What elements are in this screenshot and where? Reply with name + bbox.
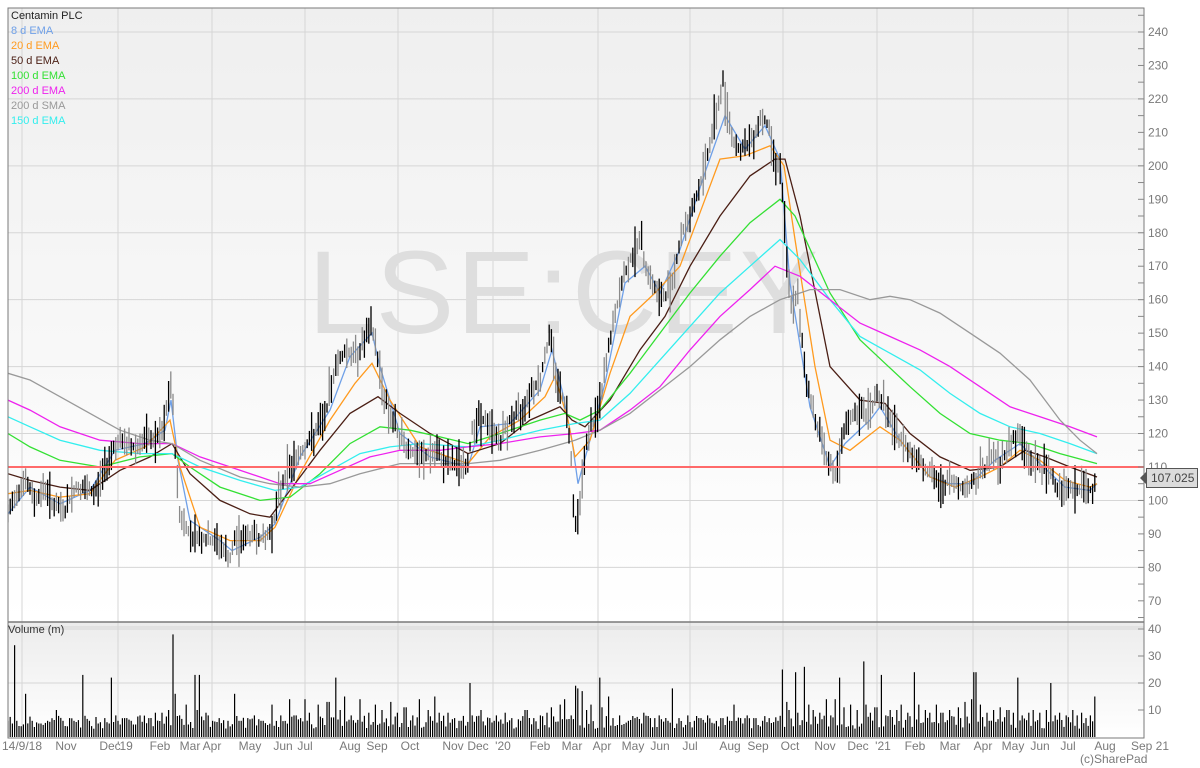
legend-title: Centamin PLC (11, 10, 83, 22)
svg-text:160: 160 (1148, 293, 1168, 307)
svg-text:Dec: Dec (99, 739, 120, 753)
svg-text:170: 170 (1148, 259, 1168, 273)
vertical-gridlines (21, 8, 1069, 738)
svg-text:Apr: Apr (593, 739, 612, 753)
svg-text:130: 130 (1148, 393, 1168, 407)
last-price-marker: 107.025 (1139, 468, 1199, 488)
svg-text:190: 190 (1148, 192, 1168, 206)
svg-text:90: 90 (1148, 527, 1162, 541)
legend-item-8d-ema: 8 d EMA (11, 25, 54, 37)
svg-text:200: 200 (1148, 159, 1168, 173)
volume-panel-title: Volume (m) (8, 624, 65, 636)
svg-text:'20: '20 (495, 739, 511, 753)
svg-text:120: 120 (1148, 427, 1168, 441)
svg-text:Jul: Jul (1060, 739, 1075, 753)
chart-legend: Centamin PLC 8 d EMA 20 d EMA 50 d EMA 1… (11, 9, 83, 129)
legend-item-150d-ema: 150 d EMA (11, 115, 66, 127)
legend-item-200d-sma: 200 d SMA (11, 100, 66, 112)
volume-bars (8, 634, 1096, 737)
svg-text:Jun: Jun (650, 739, 669, 753)
svg-text:230: 230 (1148, 58, 1168, 72)
svg-text:Apr: Apr (203, 739, 222, 753)
chart-frame (7, 7, 1145, 739)
svg-text:Dec: Dec (467, 739, 488, 753)
svg-text:Sep: Sep (366, 739, 388, 753)
svg-text:180: 180 (1148, 226, 1168, 240)
svg-text:May: May (1002, 739, 1025, 753)
svg-text:Aug: Aug (719, 739, 740, 753)
svg-text:150: 150 (1148, 326, 1168, 340)
svg-text:'19: '19 (117, 739, 133, 753)
svg-text:10: 10 (1148, 703, 1162, 717)
legend-item-100d-ema: 100 d EMA (11, 70, 66, 82)
svg-text:Jun: Jun (1030, 739, 1049, 753)
svg-text:20: 20 (1148, 676, 1162, 690)
svg-text:Feb: Feb (530, 739, 551, 753)
svg-text:Jul: Jul (297, 739, 312, 753)
svg-text:Oct: Oct (401, 739, 420, 753)
svg-text:220: 220 (1148, 92, 1168, 106)
svg-text:210: 210 (1148, 125, 1168, 139)
svg-text:80: 80 (1148, 560, 1162, 574)
svg-text:Feb: Feb (150, 739, 171, 753)
svg-text:14/9/18: 14/9/18 (2, 739, 42, 753)
svg-text:Aug: Aug (339, 739, 360, 753)
svg-text:Mar: Mar (562, 739, 583, 753)
svg-text:30: 30 (1148, 649, 1162, 663)
svg-text:Oct: Oct (781, 739, 800, 753)
svg-text:70: 70 (1148, 594, 1162, 608)
legend-item-50d-ema: 50 d EMA (11, 55, 60, 67)
svg-text:Dec: Dec (847, 739, 868, 753)
price-bars (8, 70, 1096, 568)
legend-item-20d-ema: 20 d EMA (11, 40, 60, 52)
legend-item-200d-ema: 200 d EMA (11, 85, 66, 97)
svg-text:140: 140 (1148, 360, 1168, 374)
copyright-text: (c)SharePad (1080, 752, 1148, 766)
svg-text:Sep: Sep (747, 739, 769, 753)
svg-text:Sep 21: Sep 21 (1131, 739, 1169, 753)
svg-text:240: 240 (1148, 25, 1168, 39)
svg-text:Nov: Nov (442, 739, 463, 753)
svg-text:Nov: Nov (55, 739, 76, 753)
date-x-axis: 14/9/18 Nov Dec'19 Feb Mar Apr May Jun Jul Aug Sep… (2, 739, 1169, 753)
svg-text:Mar: Mar (940, 739, 961, 753)
svg-text:Feb: Feb (905, 739, 926, 753)
volume-y-axis: 10 20 30 40 (1138, 622, 1162, 717)
svg-text:May: May (622, 739, 645, 753)
svg-text:Jul: Jul (682, 739, 697, 753)
svg-text:Mar: Mar (180, 739, 201, 753)
svg-text:Jun: Jun (273, 739, 292, 753)
svg-text:'21: '21 (875, 739, 891, 753)
ticker-watermark: LSE:CEY (308, 227, 820, 359)
svg-text:Aug: Aug (1094, 739, 1115, 753)
svg-text:100: 100 (1148, 493, 1168, 507)
svg-text:Apr: Apr (974, 739, 993, 753)
horizontal-gridlines (8, 31, 1144, 684)
svg-text:May: May (239, 739, 262, 753)
svg-text:40: 40 (1148, 622, 1162, 636)
svg-text:Nov: Nov (814, 739, 835, 753)
